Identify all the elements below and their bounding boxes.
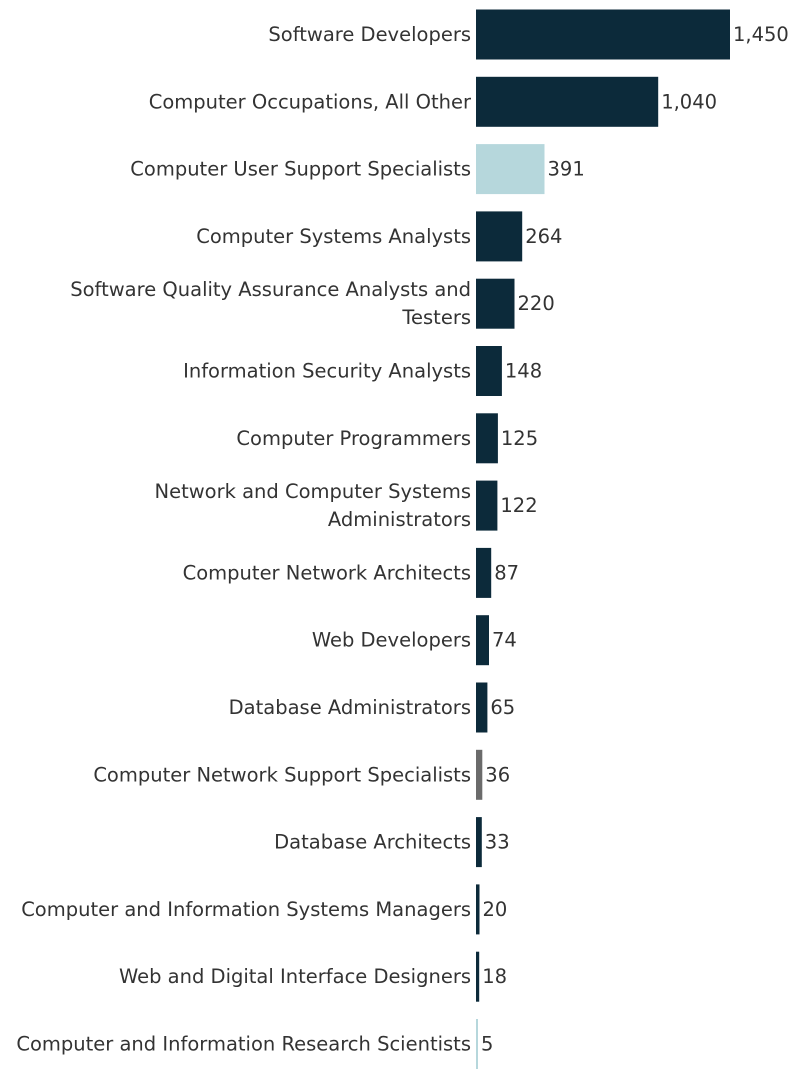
bar (476, 278, 515, 329)
category-label: Web and Digital Interface Designers (119, 965, 471, 988)
category-label-line: Database Architects (274, 831, 471, 854)
value-label: 5 (481, 1033, 493, 1056)
bar (476, 480, 498, 531)
value-label: 148 (505, 360, 542, 383)
category-label: Computer Programmers (236, 427, 471, 450)
value-label: 65 (490, 696, 515, 719)
value-label: 33 (485, 831, 510, 854)
category-label-line: Database Administrators (229, 696, 471, 719)
value-label: 125 (501, 427, 538, 450)
category-label-line: Network and Computer Systems (154, 480, 471, 503)
category-label: Information Security Analysts (183, 360, 471, 383)
bar (476, 9, 730, 60)
category-labels-layer: Software Developers Computer Occupations,… (16, 23, 472, 1056)
category-label-line: Computer and Information Research Scient… (16, 1033, 471, 1056)
bar (476, 615, 489, 666)
value-label: 36 (485, 763, 510, 786)
category-label: Network and Computer Systems Administrato… (154, 480, 471, 531)
value-label: 1,450 (733, 23, 789, 46)
category-label-line: Testers (401, 306, 471, 329)
bar (476, 817, 482, 868)
bar (476, 682, 488, 733)
category-label: Computer User Support Specialists (130, 158, 471, 181)
category-label-line: Software Quality Assurance Analysts and (70, 278, 471, 301)
category-label-line: Computer Systems Analysts (196, 225, 471, 248)
category-label-line: Computer Network Architects (183, 561, 471, 584)
category-label: Software Developers (268, 23, 471, 46)
category-label-line: Computer Occupations, All Other (149, 90, 472, 113)
category-label: Computer Network Architects (183, 561, 471, 584)
category-label: Computer Network Support Specialists (93, 763, 471, 786)
bar (476, 749, 483, 800)
category-label: Software Quality Assurance Analysts and T… (70, 278, 471, 329)
category-label-line: Computer and Information Systems Manager… (21, 898, 471, 921)
category-label-line: Web Developers (312, 629, 471, 652)
category-label: Web Developers (312, 629, 471, 652)
category-label-line: Computer Network Support Specialists (93, 763, 471, 786)
bar (476, 413, 498, 464)
value-label: 264 (525, 225, 562, 248)
category-label: Computer Systems Analysts (196, 225, 471, 248)
category-label-line: Information Security Analysts (183, 360, 471, 383)
bar (476, 547, 492, 598)
bar (476, 1019, 478, 1069)
value-label: 18 (482, 965, 507, 988)
value-label: 87 (494, 561, 519, 584)
bar (476, 884, 480, 935)
value-label: 220 (518, 292, 555, 315)
category-label-line: Computer User Support Specialists (130, 158, 471, 181)
category-label: Computer and Information Systems Manager… (21, 898, 471, 921)
bar (476, 346, 502, 396)
category-label: Database Architects (274, 831, 471, 854)
value-label: 1,040 (661, 90, 717, 113)
category-label: Computer and Information Research Scient… (16, 1033, 471, 1056)
category-label: Database Administrators (229, 696, 471, 719)
category-label-line: Administrators (328, 508, 471, 531)
category-label: Computer Occupations, All Other (149, 90, 472, 113)
category-label-line: Software Developers (268, 23, 471, 46)
category-label-line: Web and Digital Interface Designers (119, 965, 471, 988)
bars-layer (476, 9, 730, 1069)
value-label: 122 (500, 494, 537, 517)
bar (476, 144, 545, 195)
value-label: 391 (548, 158, 585, 181)
category-label-line: Computer Programmers (236, 427, 471, 450)
value-labels-layer: 1,450 1,040 391 264 220 148 125 122 87 74 65 36 33 20… (481, 23, 789, 1056)
value-label: 20 (483, 898, 508, 921)
bar (476, 76, 659, 127)
bar (476, 211, 523, 262)
value-label: 74 (492, 629, 517, 652)
bar (476, 951, 480, 1002)
